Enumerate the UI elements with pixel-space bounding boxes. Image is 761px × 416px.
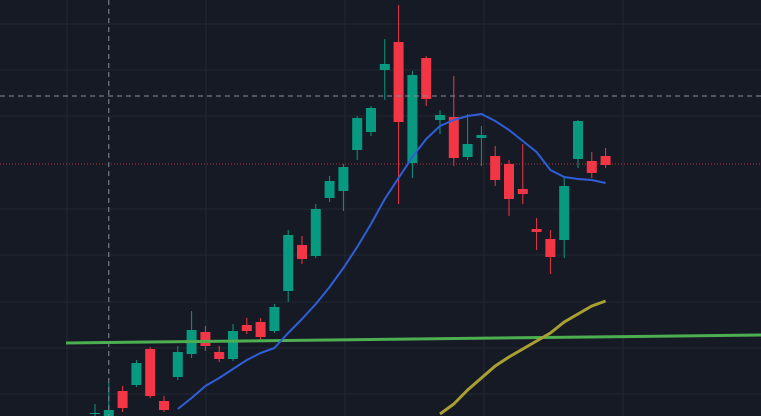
candle-body	[366, 108, 376, 132]
candle-body	[145, 349, 156, 396]
candle-body	[476, 135, 487, 138]
candle-body	[462, 144, 473, 157]
candle-body	[573, 121, 583, 159]
moving-average-line	[177, 113, 606, 410]
candle-body	[228, 331, 238, 359]
candle-body	[214, 352, 225, 359]
candle-body	[90, 413, 100, 414]
candle-body	[586, 161, 597, 173]
candle-body	[517, 189, 528, 194]
candle-body	[200, 332, 211, 346]
candle-body	[241, 325, 252, 331]
candle-body	[310, 209, 321, 256]
candle-body	[324, 181, 335, 198]
candle-body	[545, 239, 556, 257]
candle-body	[379, 64, 390, 70]
candle-body	[407, 75, 418, 163]
candle-body	[600, 156, 611, 165]
candle-body	[131, 363, 142, 385]
candle-body	[531, 229, 542, 232]
candle-body	[352, 118, 363, 150]
candle-body	[269, 307, 280, 331]
candle-body	[159, 401, 169, 410]
candle-body	[559, 186, 570, 240]
candle-body	[435, 115, 445, 120]
candle-body	[283, 235, 294, 291]
candle-body	[490, 156, 501, 180]
candle-body	[504, 164, 514, 199]
candle-body	[393, 42, 404, 122]
candle-body	[172, 352, 183, 377]
candle-body	[117, 391, 128, 408]
candle-body	[338, 167, 349, 191]
candle-body	[421, 58, 432, 99]
candle-body	[103, 410, 114, 416]
candle-body	[448, 117, 459, 158]
candle-body	[297, 245, 307, 259]
trend-line	[66, 333, 761, 345]
candle-body	[255, 322, 266, 337]
moving-average-line	[439, 299, 607, 416]
